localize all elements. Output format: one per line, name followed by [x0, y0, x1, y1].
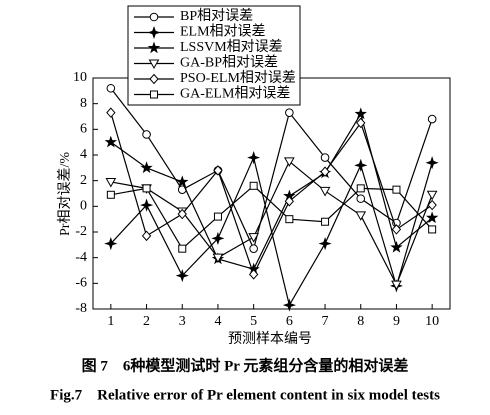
y-tick-label: 10 — [73, 70, 87, 85]
marker — [106, 107, 116, 118]
marker — [285, 215, 294, 224]
marker — [285, 108, 294, 117]
marker — [176, 175, 189, 188]
x-tick-label: 5 — [250, 314, 257, 329]
marker — [427, 114, 437, 124]
marker — [356, 194, 366, 203]
marker — [248, 269, 259, 280]
y-tick-label: -8 — [75, 301, 87, 316]
marker — [213, 212, 222, 221]
series-line — [110, 160, 433, 287]
marker — [390, 240, 403, 253]
marker — [212, 253, 224, 264]
y-tick-label: -6 — [75, 276, 87, 291]
marker — [142, 184, 151, 193]
caption-en: Fig.7 Relative error of Pr element conte… — [50, 387, 440, 403]
marker — [356, 117, 366, 129]
y-axis-label: Pr相对误差/% — [57, 152, 73, 236]
marker — [141, 230, 152, 242]
legend-label: PSO-ELM相对误差 — [180, 70, 296, 86]
marker — [247, 151, 261, 165]
x-tick-label: 9 — [393, 314, 400, 329]
legend-label: LSSVM相对误差 — [180, 39, 283, 55]
marker — [282, 298, 297, 312]
marker — [318, 237, 332, 251]
marker — [427, 199, 437, 211]
x-tick-label: 3 — [179, 314, 186, 329]
marker — [248, 233, 260, 243]
x-axis-label: 预测样本编号 — [228, 331, 312, 347]
marker — [140, 161, 153, 174]
marker — [283, 157, 295, 167]
marker — [140, 198, 154, 212]
marker — [149, 73, 159, 85]
marker — [391, 224, 402, 235]
marker — [105, 177, 117, 188]
marker — [106, 190, 115, 199]
marker — [177, 208, 187, 220]
marker — [213, 165, 223, 176]
marker — [249, 181, 258, 190]
marker — [104, 135, 117, 148]
marker — [284, 195, 295, 207]
caption: 图 7 6种模型测试时 Pr 元素组分含量的相对误差 — [82, 356, 409, 374]
y-tick-label: 4 — [80, 147, 87, 162]
marker — [425, 156, 439, 170]
legend-box — [127, 5, 301, 106]
series-line — [110, 112, 433, 270]
marker — [319, 186, 331, 197]
x-tick-label: 2 — [143, 314, 150, 329]
marker — [320, 153, 330, 162]
marker — [355, 211, 367, 221]
marker — [104, 237, 118, 251]
y-tick-label: 8 — [80, 96, 87, 111]
x-tick-label: 1 — [107, 314, 114, 329]
x-tick-label: 8 — [357, 314, 364, 329]
legend-label: GA-BP相对误差 — [180, 55, 278, 71]
marker — [106, 83, 116, 93]
series-line — [110, 184, 433, 250]
marker — [142, 130, 151, 139]
marker — [354, 158, 368, 172]
marker — [150, 90, 158, 99]
marker — [356, 184, 365, 193]
x-tick-label: 7 — [322, 314, 329, 329]
marker — [391, 280, 402, 291]
series-line — [110, 87, 433, 251]
marker — [320, 166, 330, 177]
marker — [321, 217, 330, 226]
marker — [392, 185, 401, 194]
marker — [211, 231, 225, 245]
marker — [147, 25, 161, 40]
marker — [149, 12, 159, 22]
legend-label: ELM相对误差 — [180, 24, 266, 40]
series-line — [110, 112, 433, 276]
legend-label: BP相对误差 — [180, 8, 253, 24]
marker — [425, 211, 439, 224]
y-tick-label: 0 — [80, 199, 87, 214]
y-tick-label: -4 — [75, 250, 87, 265]
y-tick-label: 6 — [80, 122, 87, 137]
x-tick-label: 6 — [286, 314, 293, 329]
marker — [428, 225, 437, 234]
x-tick-label: 10 — [425, 314, 439, 329]
marker — [354, 107, 367, 120]
marker — [178, 244, 187, 253]
marker — [147, 41, 161, 54]
x-tick-label: 4 — [214, 314, 221, 329]
y-tick-label: -2 — [75, 224, 87, 239]
marker — [148, 59, 160, 70]
y-tick-label: 2 — [80, 173, 87, 188]
marker — [175, 268, 189, 283]
marker — [426, 190, 438, 201]
legend-label: GA-ELM相对误差 — [180, 86, 290, 102]
marker — [249, 244, 258, 253]
